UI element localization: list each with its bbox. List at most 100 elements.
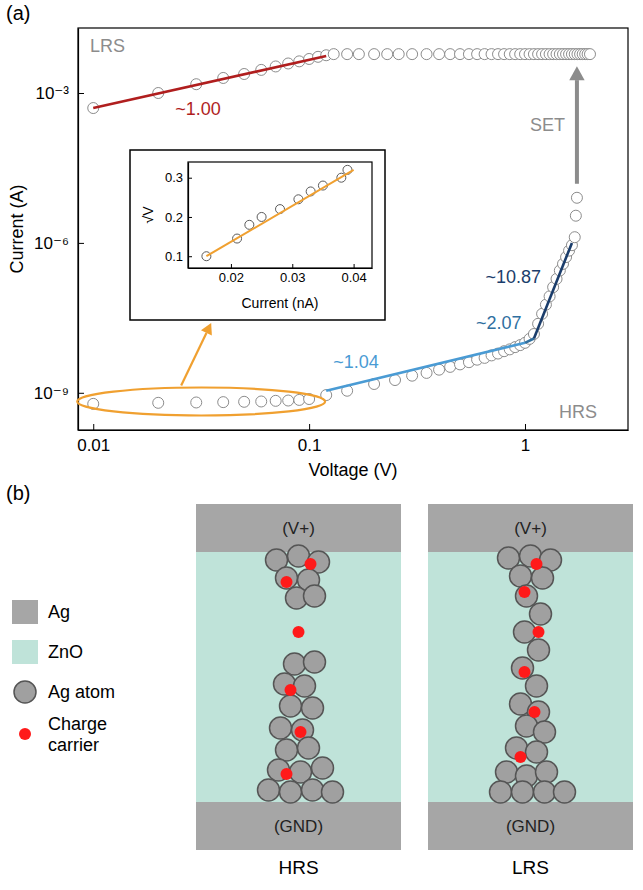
legend-swatch <box>19 728 31 740</box>
plot-frame <box>188 162 372 268</box>
tick: 0.01 <box>77 424 110 455</box>
electrode-label: (V+) <box>514 519 547 538</box>
tick-mark <box>188 178 192 179</box>
data-point <box>191 397 202 408</box>
tick: 0.1 <box>165 249 192 264</box>
canvas: 0.010.1110⁻³10⁻⁶10⁻⁹Voltage (V)Current (… <box>0 0 643 890</box>
axis: 0.010.11 <box>77 424 628 455</box>
annotation: SET <box>530 115 565 135</box>
figure: 0.010.1110⁻³10⁻⁶10⁻⁹Voltage (V)Current (… <box>0 0 643 890</box>
tick: 0.3 <box>165 170 192 185</box>
tick-label: 0.01 <box>77 436 110 455</box>
tick: 0.04 <box>341 264 366 285</box>
tick-mark <box>78 393 84 394</box>
set-arrow-shaft <box>575 80 579 184</box>
data-point <box>328 49 339 60</box>
marks <box>88 49 596 410</box>
legend-label: ZnO <box>48 642 83 662</box>
series-label: ~10.87 <box>485 267 541 287</box>
data-point <box>445 49 456 60</box>
fit-line <box>534 243 572 339</box>
charge-carrier <box>519 586 531 598</box>
tick-mark <box>292 264 293 268</box>
tick-label: 10⁻⁹ <box>34 384 69 403</box>
data-point <box>283 395 294 406</box>
charge-carrier <box>305 558 317 570</box>
data-point <box>353 49 364 60</box>
fit-line <box>525 339 534 343</box>
tick-label: 0.04 <box>341 270 366 285</box>
tick: 0.03 <box>280 264 305 285</box>
axis-title: √V <box>140 206 156 224</box>
data-point <box>393 49 404 60</box>
fit-line <box>206 170 353 256</box>
charge-carrier <box>295 726 307 738</box>
texts: Current (nA)√V <box>140 206 319 311</box>
inset-arrow-shaft <box>181 333 206 386</box>
electrode-label: (GND) <box>274 817 323 836</box>
legend-label: Ag atom <box>48 682 115 702</box>
ag-atom <box>526 675 548 697</box>
tick-mark <box>231 264 232 268</box>
tick: 10⁻⁶ <box>34 234 84 253</box>
ag-atom <box>490 781 512 803</box>
inset-arrow-head <box>201 323 212 336</box>
ag-atom <box>280 781 302 803</box>
data-point <box>202 252 211 261</box>
device: (V+)(GND)LRS <box>428 504 633 878</box>
texts: Voltage (V)Current (A)(a) <box>6 2 398 480</box>
ag-atom <box>322 781 344 803</box>
ag-atom <box>534 721 556 743</box>
charge-carrier <box>515 751 527 763</box>
panel-label: (a) <box>6 2 30 24</box>
data-point <box>294 394 305 405</box>
inset-chart: 0.02 0.03 0.04 0.1 0.2 0.3 Current (nA)√V <box>130 150 385 320</box>
panel-label: (b) <box>6 482 30 504</box>
data-point <box>570 210 581 221</box>
ag-atom <box>302 779 324 801</box>
tick-mark <box>188 217 192 218</box>
tick-label: 10⁻⁶ <box>34 234 69 253</box>
panel-caption: LRS <box>512 857 549 878</box>
tick: 10⁻³ <box>35 84 84 103</box>
axis-title: Current (A) <box>7 184 27 273</box>
charge-carrier <box>281 576 293 588</box>
axis: 0.02 0.03 0.04 <box>189 264 373 285</box>
ag-atom <box>270 717 292 739</box>
tick: 1 <box>521 424 530 455</box>
data-point <box>218 397 229 408</box>
series-label: ~1.00 <box>175 99 221 119</box>
data-point <box>369 49 380 60</box>
ag-atom <box>304 585 326 607</box>
series <box>88 49 596 114</box>
charge-carrier <box>519 666 531 678</box>
tick-label: 0.1 <box>165 249 183 264</box>
tick-mark <box>78 243 84 244</box>
tick-label: 0.02 <box>219 270 244 285</box>
axis-line <box>79 430 629 431</box>
tick-label: 0.2 <box>165 210 183 225</box>
ag-atom <box>512 781 534 803</box>
ag-atom <box>496 761 518 783</box>
ag-atom <box>284 653 306 675</box>
ag-atom <box>276 739 298 761</box>
data-point <box>407 49 418 60</box>
series-label: ~2.07 <box>476 313 522 333</box>
electrode <box>428 802 633 850</box>
data-point <box>569 232 580 243</box>
tick-label: 0.3 <box>165 170 183 185</box>
data-point <box>571 192 582 203</box>
ag-atom <box>298 737 320 759</box>
legend: AgZnOAg atomChargecarrier <box>12 600 115 755</box>
tick: 10⁻⁹ <box>34 384 84 403</box>
tick-label: 0.03 <box>280 270 305 285</box>
zno-layer <box>196 552 401 802</box>
legend-swatch <box>14 681 36 703</box>
ag-atom <box>530 603 552 625</box>
data-point <box>382 49 393 60</box>
data-point <box>245 220 254 229</box>
tick-label: 1 <box>521 436 530 455</box>
zno-layer <box>428 552 633 802</box>
data-point <box>584 49 595 60</box>
inset-box <box>130 150 385 320</box>
